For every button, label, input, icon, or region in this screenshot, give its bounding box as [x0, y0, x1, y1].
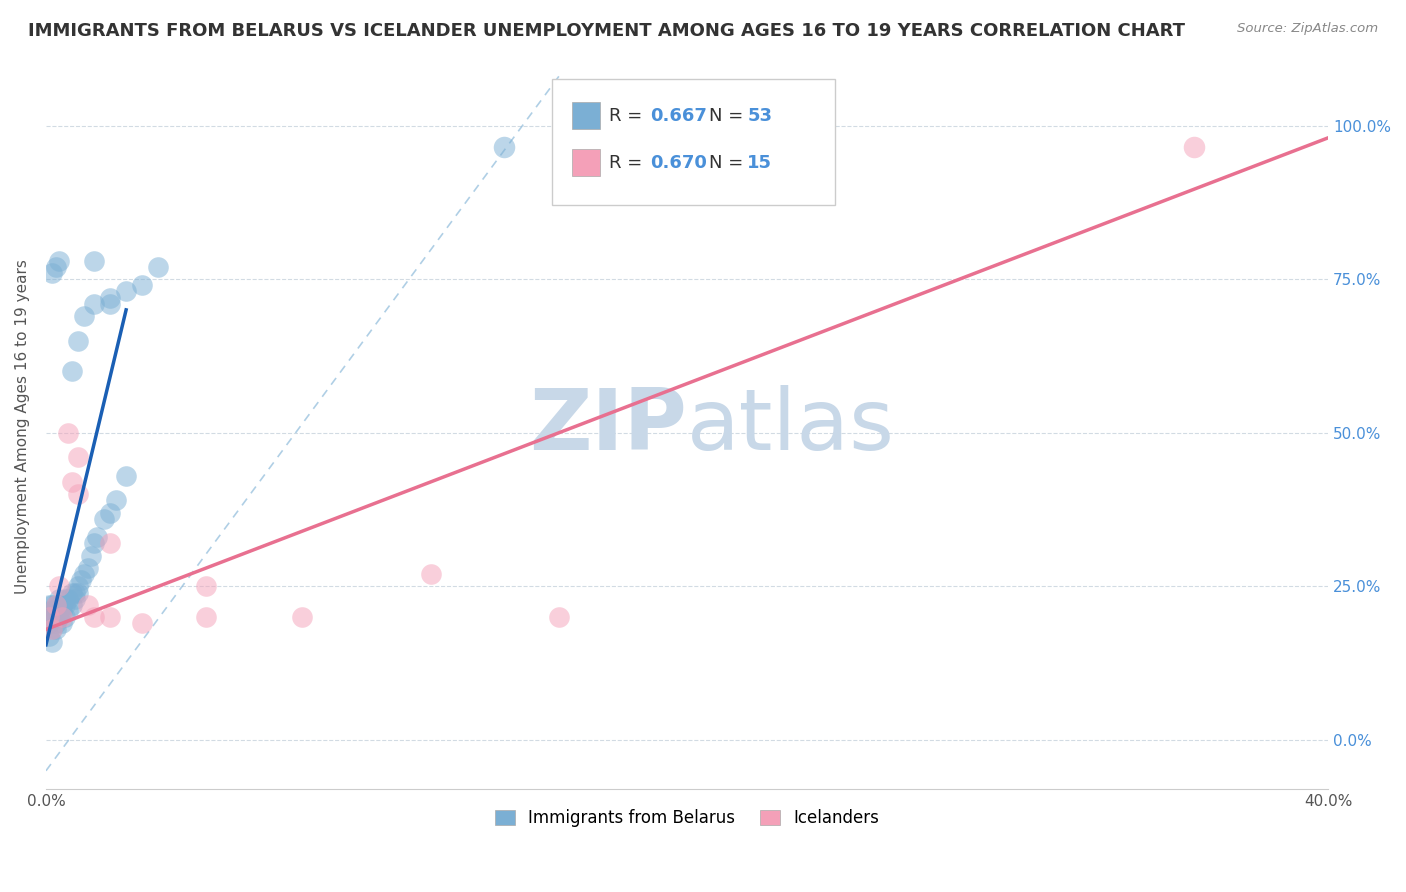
- Point: [60, 598, 83, 612]
- Text: ZIP: ZIP: [529, 385, 688, 468]
- Point: [51, 610, 73, 624]
- Point: [41, 598, 63, 612]
- Text: R =: R =: [609, 106, 648, 125]
- Point: [73, 567, 96, 582]
- Point: [66, 585, 89, 599]
- Text: 15: 15: [748, 153, 772, 171]
- Point: [70, 574, 93, 588]
- Point: [38, 604, 60, 618]
- Point: [76, 561, 98, 575]
- Point: [45, 623, 67, 637]
- Point: [131, 616, 153, 631]
- Point: [38, 629, 60, 643]
- Point: [45, 616, 67, 631]
- Point: [80, 549, 103, 563]
- Point: [48, 598, 70, 612]
- Point: [73, 309, 96, 323]
- Point: [86, 530, 108, 544]
- Point: [105, 493, 128, 508]
- Text: 53: 53: [748, 106, 772, 125]
- Point: [51, 604, 73, 618]
- Point: [98, 297, 121, 311]
- Text: atlas: atlas: [688, 385, 896, 468]
- Point: [38, 616, 60, 631]
- Point: [93, 512, 115, 526]
- Point: [66, 487, 89, 501]
- Point: [41, 623, 63, 637]
- FancyBboxPatch shape: [553, 78, 835, 205]
- Point: [45, 598, 67, 612]
- Point: [98, 536, 121, 550]
- Point: [419, 567, 441, 582]
- Text: IMMIGRANTS FROM BELARUS VS ICELANDER UNEMPLOYMENT AMONG AGES 16 TO 19 YEARS CORR: IMMIGRANTS FROM BELARUS VS ICELANDER UNE…: [28, 22, 1185, 40]
- Point: [41, 610, 63, 624]
- Point: [38, 610, 60, 624]
- Point: [66, 450, 89, 465]
- Point: [60, 585, 83, 599]
- Point: [48, 610, 70, 624]
- FancyBboxPatch shape: [572, 149, 600, 177]
- Point: [58, 591, 80, 606]
- Point: [53, 591, 76, 606]
- Point: [66, 579, 89, 593]
- Point: [98, 506, 121, 520]
- Point: [98, 610, 121, 624]
- Text: N =: N =: [709, 153, 749, 171]
- Point: [83, 297, 105, 311]
- Point: [45, 598, 67, 612]
- Point: [115, 468, 138, 483]
- Text: N =: N =: [709, 106, 749, 125]
- Point: [1182, 140, 1205, 154]
- Point: [38, 610, 60, 624]
- Y-axis label: Unemployment Among Ages 16 to 19 years: Unemployment Among Ages 16 to 19 years: [15, 260, 30, 594]
- Point: [83, 610, 105, 624]
- Point: [76, 598, 98, 612]
- Point: [146, 260, 169, 274]
- Point: [98, 291, 121, 305]
- Point: [60, 364, 83, 378]
- Point: [58, 425, 80, 440]
- Point: [41, 266, 63, 280]
- Point: [547, 610, 569, 624]
- Text: 0.670: 0.670: [650, 153, 707, 171]
- Legend: Immigrants from Belarus, Icelanders: Immigrants from Belarus, Icelanders: [486, 801, 887, 835]
- Point: [58, 604, 80, 618]
- Point: [41, 634, 63, 648]
- Point: [53, 610, 76, 624]
- Point: [115, 285, 138, 299]
- Point: [131, 278, 153, 293]
- Point: [291, 610, 314, 624]
- Point: [48, 253, 70, 268]
- Point: [66, 334, 89, 348]
- Point: [51, 598, 73, 612]
- Point: [41, 623, 63, 637]
- Point: [48, 579, 70, 593]
- Point: [195, 579, 218, 593]
- Point: [51, 616, 73, 631]
- Text: Source: ZipAtlas.com: Source: ZipAtlas.com: [1237, 22, 1378, 36]
- Point: [60, 475, 83, 489]
- Point: [45, 260, 67, 274]
- Point: [53, 598, 76, 612]
- Point: [48, 591, 70, 606]
- Text: R =: R =: [609, 153, 648, 171]
- Point: [63, 591, 86, 606]
- Point: [45, 604, 67, 618]
- Point: [41, 604, 63, 618]
- Point: [83, 253, 105, 268]
- Point: [195, 610, 218, 624]
- Point: [38, 598, 60, 612]
- Point: [83, 536, 105, 550]
- Text: 0.667: 0.667: [650, 106, 707, 125]
- Point: [63, 585, 86, 599]
- Point: [48, 604, 70, 618]
- Point: [494, 140, 516, 154]
- FancyBboxPatch shape: [572, 102, 600, 129]
